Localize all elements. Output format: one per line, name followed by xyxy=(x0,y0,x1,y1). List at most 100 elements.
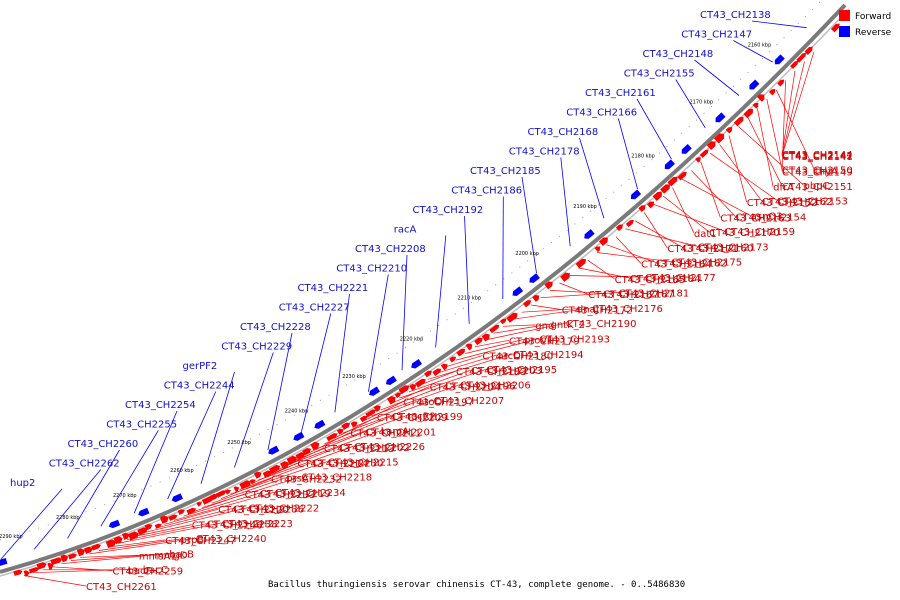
forward-gene-block xyxy=(796,52,807,63)
forward-leader-line xyxy=(98,538,181,551)
reverse-feature-label: CT43_CH2229 xyxy=(221,342,292,353)
reverse-leader-line xyxy=(675,79,706,129)
forward-leader-line xyxy=(465,339,525,354)
forward-gene-block xyxy=(768,88,776,96)
forward-gene-block xyxy=(159,515,169,524)
legend: Forward Reverse xyxy=(839,10,892,38)
forward-leader-line xyxy=(277,447,325,471)
forward-feature-label: CT43_CH2193 xyxy=(539,335,610,346)
forward-gene-block xyxy=(699,149,709,158)
forward-leader-line xyxy=(371,384,461,417)
forward-leader-line xyxy=(61,553,170,565)
forward-gene-block xyxy=(50,557,63,566)
forward-gene-block xyxy=(638,205,646,212)
forward-feature-label: CT43_CH2165 xyxy=(615,275,686,286)
forward-feature-label: CT43_CH2187 xyxy=(603,289,674,300)
reverse-feature-label: CT43_CH2161 xyxy=(585,88,656,99)
forward-feature-label: CT43_CH2151 xyxy=(782,182,853,193)
reverse-leader-line xyxy=(694,59,740,96)
reverse-gene-block xyxy=(314,419,326,429)
forward-leader-line xyxy=(672,187,695,233)
forward-leader-line xyxy=(145,507,249,533)
forward-leader-line xyxy=(775,89,816,171)
reverse-leader-line xyxy=(368,274,389,392)
forward-feature-label: atoD xyxy=(418,397,442,408)
forward-leader-line xyxy=(80,554,139,558)
forward-feature-label: CT43_CH2201 xyxy=(366,428,437,439)
forward-leader-line xyxy=(606,244,657,263)
forward-feature-label: CT43_CH2182 xyxy=(656,259,727,270)
forward-gene-block xyxy=(154,523,162,529)
forward-leader-line xyxy=(662,195,710,233)
forward-feature-label: CT43_CH2171 xyxy=(667,244,738,255)
forward-feature-label: CT43_CH2154 xyxy=(736,213,807,224)
forward-feature-label: CT43_CH2213 xyxy=(324,444,395,455)
forward-feature-label: rocR2 xyxy=(407,411,436,422)
forward-feature-label: CT43_CH2172 xyxy=(562,306,633,317)
forward-gene-block xyxy=(489,324,500,334)
forward-feature-label: CT43_CH2211 xyxy=(350,428,421,439)
reverse-feature-label: CT43_CH2186 xyxy=(451,186,522,197)
reverse-leader-line xyxy=(200,371,235,484)
forward-feature-label: mmgD xyxy=(154,550,188,561)
reverse-leader-line xyxy=(234,352,274,468)
forward-feature-label: dfrA xyxy=(773,183,794,194)
forward-gene-block xyxy=(201,496,213,505)
forward-gene-block xyxy=(714,133,725,144)
forward-leader-line xyxy=(625,228,698,247)
forward-leader-line xyxy=(643,212,668,249)
reverse-gene-block xyxy=(715,112,726,123)
forward-gene-block xyxy=(28,567,40,574)
forward-feature-label: CT43_CH2162 xyxy=(762,197,833,208)
forward-leader-line xyxy=(127,523,207,541)
reverse-leader-line xyxy=(636,98,672,160)
forward-feature-label: CT43_CH2240 xyxy=(196,534,267,545)
reverse-feature-label: CT43_CH2166 xyxy=(566,108,637,119)
reverse-feature-label: CT43_CH2147 xyxy=(681,30,752,41)
forward-gene-block xyxy=(733,116,744,127)
forward-gene-block xyxy=(373,405,381,412)
forward-feature-label: CT43_CH2170 xyxy=(709,228,780,239)
reverse-gene-block xyxy=(749,79,760,90)
forward-feature-label: CT43_CH2206 xyxy=(460,381,531,392)
forward-gene-block xyxy=(105,539,117,549)
forward-leader-line xyxy=(436,354,498,374)
forward-gene-block xyxy=(409,384,417,391)
forward-feature-label: CT43_CH2176 xyxy=(592,304,663,315)
forward-gene-block xyxy=(615,224,623,232)
forward-feature-label: CT43_CH2190 xyxy=(566,319,637,330)
reverse-leader-line xyxy=(733,40,773,63)
forward-gene-block xyxy=(756,94,765,102)
forward-leader-line xyxy=(164,508,219,525)
forward-feature-label: CT43_CH2259 xyxy=(112,567,183,578)
forward-leader-line xyxy=(540,292,619,299)
forward-gene-block xyxy=(233,486,240,493)
forward-leader-line xyxy=(136,524,192,537)
forward-feature-label: dat1 xyxy=(694,229,717,240)
forward-leader-line xyxy=(681,178,751,217)
forward-gene-block xyxy=(598,237,608,246)
forward-gene-block xyxy=(76,548,86,557)
legend-reverse-label: Reverse xyxy=(855,28,892,38)
reverse-leader-line xyxy=(334,293,350,413)
forward-feature-label: CT43_CH2222 xyxy=(249,504,320,515)
forward-feature-label: CT43_CH2238 xyxy=(207,520,278,531)
reverse-leader-line xyxy=(435,235,447,348)
legend-reverse-swatch xyxy=(839,26,850,37)
forward-leader-line xyxy=(427,353,513,380)
reverse-gene-block xyxy=(774,54,785,65)
tick-label: 2210 kbp xyxy=(458,295,482,301)
forward-leader-line xyxy=(220,478,272,500)
forward-feature-label: CT43_CH2236 xyxy=(233,504,304,515)
forward-gene-block xyxy=(575,258,586,269)
forward-leader-line xyxy=(155,507,234,529)
forward-leader-line xyxy=(305,432,351,456)
forward-feature-label: mmsA1 xyxy=(139,551,177,562)
forward-gene-block xyxy=(144,523,153,531)
reverse-feature-label: gerPF2 xyxy=(183,361,218,372)
tick-label: 2220 kbp xyxy=(400,336,424,342)
forward-gene-block xyxy=(84,546,93,554)
forward-gene-block xyxy=(13,569,23,576)
forward-gene-block xyxy=(625,219,634,228)
